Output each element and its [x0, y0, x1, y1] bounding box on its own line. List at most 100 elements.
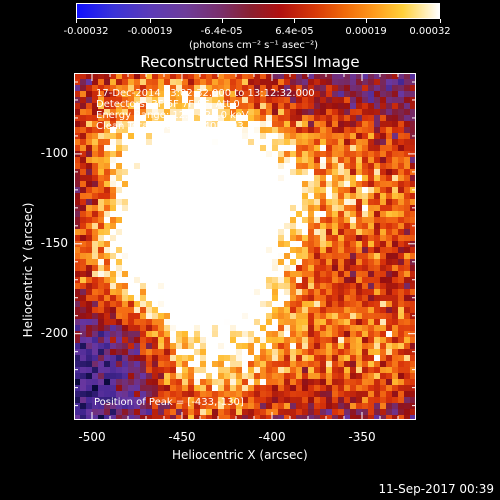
- heatmap-cell: [140, 187, 146, 193]
- heatmap-cell: [140, 229, 146, 235]
- heatmap-cell: [128, 79, 134, 85]
- heatmap-cell: [182, 187, 188, 193]
- heatmap-cell: [92, 97, 98, 103]
- heatmap-cell: [302, 103, 308, 109]
- heatmap-cell: [386, 103, 392, 109]
- heatmap-cell: [296, 391, 302, 397]
- heatmap-cell: [200, 175, 206, 181]
- heatmap-cell: [218, 73, 224, 79]
- heatmap-cell: [356, 331, 362, 337]
- heatmap-cell: [332, 235, 338, 241]
- heatmap-cell: [158, 211, 164, 217]
- heatmap-cell: [218, 367, 224, 373]
- heatmap-cell: [194, 247, 200, 253]
- heatmap-cell: [86, 259, 92, 265]
- heatmap-cell: [386, 283, 392, 289]
- heatmap-cell: [128, 169, 134, 175]
- heatmap-cell: [398, 403, 404, 409]
- heatmap-cell: [296, 355, 302, 361]
- heatmap-cell: [188, 361, 194, 367]
- heatmap-cell: [332, 355, 338, 361]
- heatmap-cell: [326, 109, 332, 115]
- heatmap-cell: [356, 223, 362, 229]
- heatmap-cell: [176, 307, 182, 313]
- heatmap-cell: [248, 397, 254, 403]
- heatmap-cell: [386, 295, 392, 301]
- heatmap-cell: [80, 205, 86, 211]
- heatmap-cell: [248, 109, 254, 115]
- heatmap-cell: [152, 199, 158, 205]
- heatmap-cell: [404, 175, 410, 181]
- heatmap-cell: [188, 385, 194, 391]
- heatmap-cell: [272, 259, 278, 265]
- heatmap-cell: [128, 403, 134, 409]
- heatmap-cell: [200, 169, 206, 175]
- heatmap-cell: [308, 199, 314, 205]
- heatmap-cell: [284, 385, 290, 391]
- heatmap-cell: [272, 193, 278, 199]
- heatmap-cell: [98, 199, 104, 205]
- heatmap-cell: [236, 115, 242, 121]
- heatmap-cell: [176, 97, 182, 103]
- heatmap-cell: [80, 373, 86, 379]
- heatmap-cell: [80, 235, 86, 241]
- heatmap-cell: [152, 103, 158, 109]
- heatmap-cell: [98, 289, 104, 295]
- heatmap-cell: [128, 109, 134, 115]
- heatmap-cell: [152, 355, 158, 361]
- heatmap-cell: [320, 331, 326, 337]
- heatmap-cell: [230, 361, 236, 367]
- heatmap-cell: [356, 127, 362, 133]
- colorbar-tick-label: -0.00019: [127, 26, 173, 37]
- heatmap-cell: [278, 109, 284, 115]
- heatmap-cell: [284, 325, 290, 331]
- heatmap-cell: [218, 157, 224, 163]
- colorbar-tick-mark: [149, 19, 151, 23]
- heatmap-cell: [338, 331, 344, 337]
- heatmap-cell: [374, 409, 380, 415]
- info-time-range: 17-Dec-2014 13:02:32.000 to 13:12:32.000: [96, 88, 315, 99]
- heatmap-cell: [326, 169, 332, 175]
- heatmap-cell: [212, 391, 218, 397]
- heatmap-cell: [200, 385, 206, 391]
- heatmap-cell: [314, 247, 320, 253]
- heatmap-cell: [164, 367, 170, 373]
- heatmap-cell: [134, 295, 140, 301]
- heatmap-cell: [260, 169, 266, 175]
- heatmap-cell: [80, 325, 86, 331]
- heatmap-cell: [308, 193, 314, 199]
- heatmap-cell: [368, 367, 374, 373]
- heatmap-cell: [266, 115, 272, 121]
- heatmap-cell: [398, 415, 404, 420]
- heatmap-cell: [296, 133, 302, 139]
- heatmap-cell: [392, 211, 398, 217]
- heatmap-cell: [386, 133, 392, 139]
- heatmap-cell: [356, 205, 362, 211]
- heatmap-cell: [98, 337, 104, 343]
- heatmap-cell: [122, 151, 128, 157]
- heatmap-cell: [398, 331, 404, 337]
- heatmap-cell: [392, 391, 398, 397]
- heatmap-cell: [410, 127, 416, 133]
- heatmap-cell: [356, 415, 362, 420]
- heatmap-cell: [314, 181, 320, 187]
- heatmap-cell: [380, 397, 386, 403]
- heatmap-cell: [80, 115, 86, 121]
- heatmap-cell: [380, 109, 386, 115]
- heatmap-cell: [266, 211, 272, 217]
- heatmap-cell: [164, 397, 170, 403]
- heatmap-cell: [380, 181, 386, 187]
- heatmap-cell: [146, 319, 152, 325]
- heatmap-cell: [242, 415, 248, 420]
- heatmap-cell: [122, 253, 128, 259]
- heatmap-cell: [224, 211, 230, 217]
- heatmap-cell: [92, 349, 98, 355]
- heatmap-cell: [248, 319, 254, 325]
- heatmap-cell: [236, 73, 242, 79]
- heatmap-cell: [158, 259, 164, 265]
- heatmap-cell: [158, 295, 164, 301]
- heatmap-cell: [74, 145, 80, 151]
- heatmap-cell: [230, 205, 236, 211]
- heatmap-cell: [236, 283, 242, 289]
- heatmap-cell: [404, 91, 410, 97]
